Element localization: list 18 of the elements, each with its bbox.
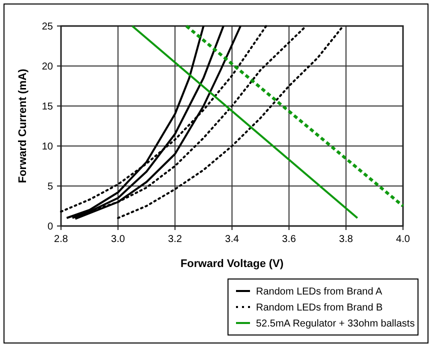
x-tick-label: 3.2	[168, 234, 182, 245]
x-tick-label: 3.6	[282, 234, 296, 245]
y-tick-label: 25	[42, 22, 54, 32]
y-tick-label: 0	[47, 222, 54, 232]
x-tick-label: 2.8	[54, 234, 68, 245]
y-tick-label: 20	[42, 62, 54, 72]
y-tick-label: 5	[47, 182, 54, 192]
x-tick-label: 3.4	[225, 234, 240, 245]
legend-label: Random LEDs from Brand B	[256, 302, 384, 314]
y-axis-title: Forward Current (mA)	[17, 68, 29, 184]
legend-label: 52.5mA Regulator + 33ohm ballasts	[256, 318, 415, 330]
x-tick-label: 4.0	[396, 234, 410, 245]
x-axis-title: Forward Voltage (V)	[180, 258, 284, 270]
x-tick-label: 3.0	[111, 234, 126, 245]
x-tick-label: 3.8	[339, 234, 354, 245]
y-tick-label: 15	[42, 102, 54, 112]
legend-label: Random LEDs from Brand A	[256, 286, 382, 298]
y-tick-label: 10	[42, 142, 54, 152]
